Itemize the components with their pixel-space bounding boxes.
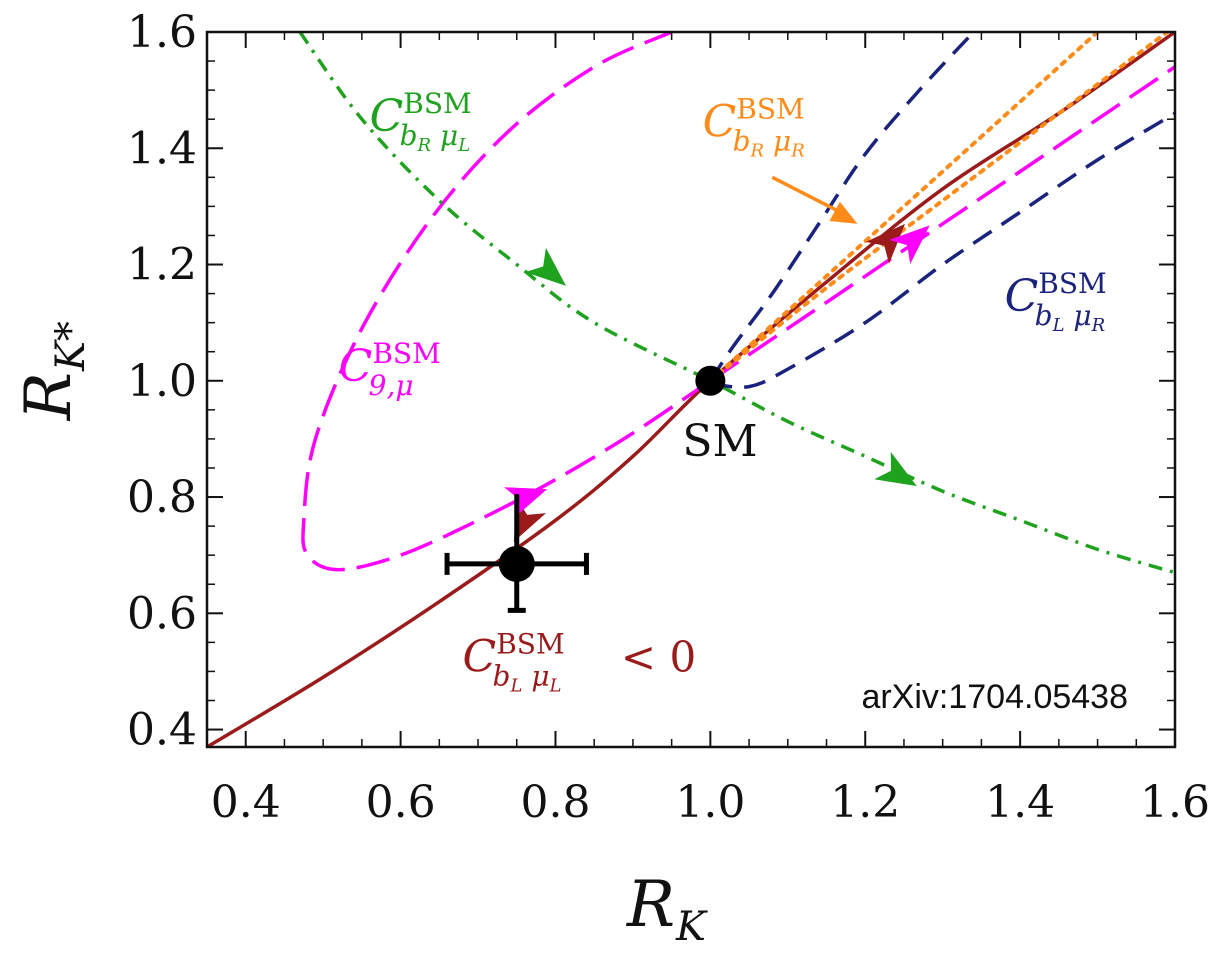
annotation-text-cbLmuL: CBSM < 0 [463,627,697,682]
arrowhead-0 [525,247,567,286]
plot-background [207,32,1175,747]
annotation-sub-cbRmuR: bR μR [733,125,805,162]
svg-text:R: R [626,868,675,942]
arrowhead-5 [889,225,930,264]
y-tick-label: 0.8 [127,472,197,523]
plot-frame [205,30,1177,749]
curves-layer [207,32,1175,747]
arrowhead-3 [865,223,906,264]
annotation-sub-cbRmuL: bR μL [400,119,471,156]
annotation-text-c9mu: CBSM [339,337,441,392]
measurement-point [498,545,535,582]
x-tick-label: 0.8 [520,777,590,828]
series-line-5 [708,32,1171,383]
arrowhead-1 [874,451,917,487]
svg-text:K*: K* [48,321,94,372]
y-axis-title: R K* [12,321,94,421]
series-line-6 [708,32,975,382]
annotation-cbLmuL: CBSM < 0bL μL [463,627,697,696]
ticks-layer: 0.4 0.6 0.8 1.0 1.2 1.4 1.6 0.4 0.6 0.8 1.0 1.2 1.4 1… [127,7,1210,828]
annotation-text-cbLmuR: CBSM [1005,267,1107,322]
y-tick-label: 0.6 [127,588,197,639]
y-tick-label: 0.4 [127,705,197,756]
pointer-arrow-line [771,175,849,218]
y-tick-label: 1.6 [127,7,197,58]
x-tick-label: 1.0 [675,777,745,828]
annotation-text-cbRmuR: CBSM [703,93,805,148]
x-tick-label: 1.6 [1140,777,1210,828]
markers-layer [444,365,726,613]
x-tick-label: 0.4 [211,777,281,828]
series-line-7 [710,111,1175,389]
y-tick-label: 1.4 [127,123,197,174]
x-tick-label: 1.2 [830,777,900,828]
x-tick-label: 1.4 [985,777,1055,828]
series-line-3 [298,32,1175,575]
annotation-text-cbRmuL: CBSM [370,87,472,142]
series-line-1 [301,32,712,572]
sm-point [695,365,726,396]
annotation-sub-cbLmuR: bL μR [1035,299,1106,336]
x-axis-title: R K [626,868,708,950]
y-tick-label: 1.0 [127,356,197,407]
pointer-arrow-head [829,201,858,224]
series-line-4 [708,32,1100,383]
x-tick-label: 0.6 [366,777,436,828]
y-tick-label: 1.2 [127,240,197,291]
svg-text:K: K [675,904,708,950]
sm-label: SM [682,416,757,467]
series-line-0 [207,32,1175,747]
credit-text: arXiv:1704.05438 [861,678,1128,716]
series-line-2 [709,65,1175,383]
annotation-sub-cbLmuL: bL μL [493,659,562,696]
annotation-sub-c9mu: 9,μ [369,369,414,402]
svg-text:R: R [12,372,86,421]
